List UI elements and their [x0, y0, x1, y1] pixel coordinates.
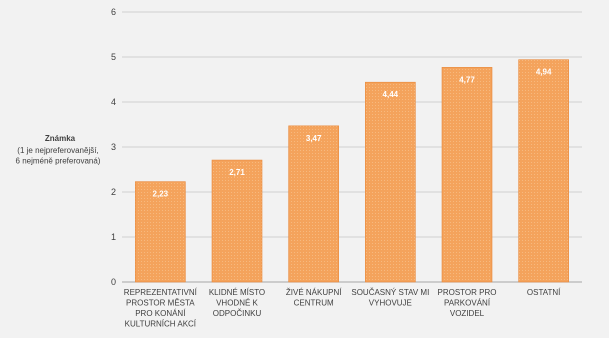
axes: 0 1 2 3 4 5 6: [111, 7, 582, 287]
data-label: 4,94: [536, 68, 552, 77]
y-tick-label: 4: [111, 97, 116, 107]
data-label: 4,44: [383, 90, 399, 99]
y-axis-label: Známka: [45, 134, 76, 143]
data-label: 2,23: [153, 190, 169, 199]
data-label: 2,71: [229, 168, 245, 177]
y-axis-title: Známka (1 je nejpreferovanější, 6 nejméně …: [16, 134, 101, 166]
category-label: SOUČASNÝ STAV MI VYHOVUJE: [351, 288, 429, 308]
category-label: ŽIVÉ NÁKUPNÍ CENTRUM: [286, 288, 342, 308]
bars: [135, 59, 569, 283]
y-tick-label: 3: [111, 142, 116, 152]
bar: [518, 59, 569, 283]
bar: [135, 181, 186, 283]
category-label: OSTATNÍ: [527, 288, 561, 297]
data-labels: 2,23 2,71 3,47 4,44 4,77 4,94: [153, 68, 552, 199]
bar: [365, 81, 416, 283]
y-tick-label: 6: [111, 7, 116, 17]
y-axis-note: 6 nejméně preferovaná): [16, 157, 101, 166]
bar: [211, 159, 263, 283]
y-axis-note: (1 je nejpreferovanější,: [17, 146, 98, 155]
category-label: KLIDNÉ MÍSTO VHODNÉ K ODPOČINKU: [209, 288, 265, 318]
category-labels: REPREZENTATIVNÍ PROSTOR MĚSTA PRO KONÁNÍ KU…: [124, 288, 561, 329]
bar: [288, 125, 339, 283]
y-tick-label: 5: [111, 52, 116, 62]
category-label: PROSTOR PRO PARKOVÁNÍ VOZIDEL: [438, 288, 497, 318]
data-label: 3,47: [306, 134, 322, 143]
y-tick-label: 0: [111, 277, 116, 287]
bar: [441, 67, 493, 283]
data-label: 4,77: [459, 75, 475, 84]
y-tick-label: 2: [111, 187, 116, 197]
category-label: REPREZENTATIVNÍ PROSTOR MĚSTA PRO KONÁNÍ KU…: [124, 288, 198, 329]
gridlines: [122, 11, 582, 238]
y-tick-label: 1: [111, 232, 116, 242]
